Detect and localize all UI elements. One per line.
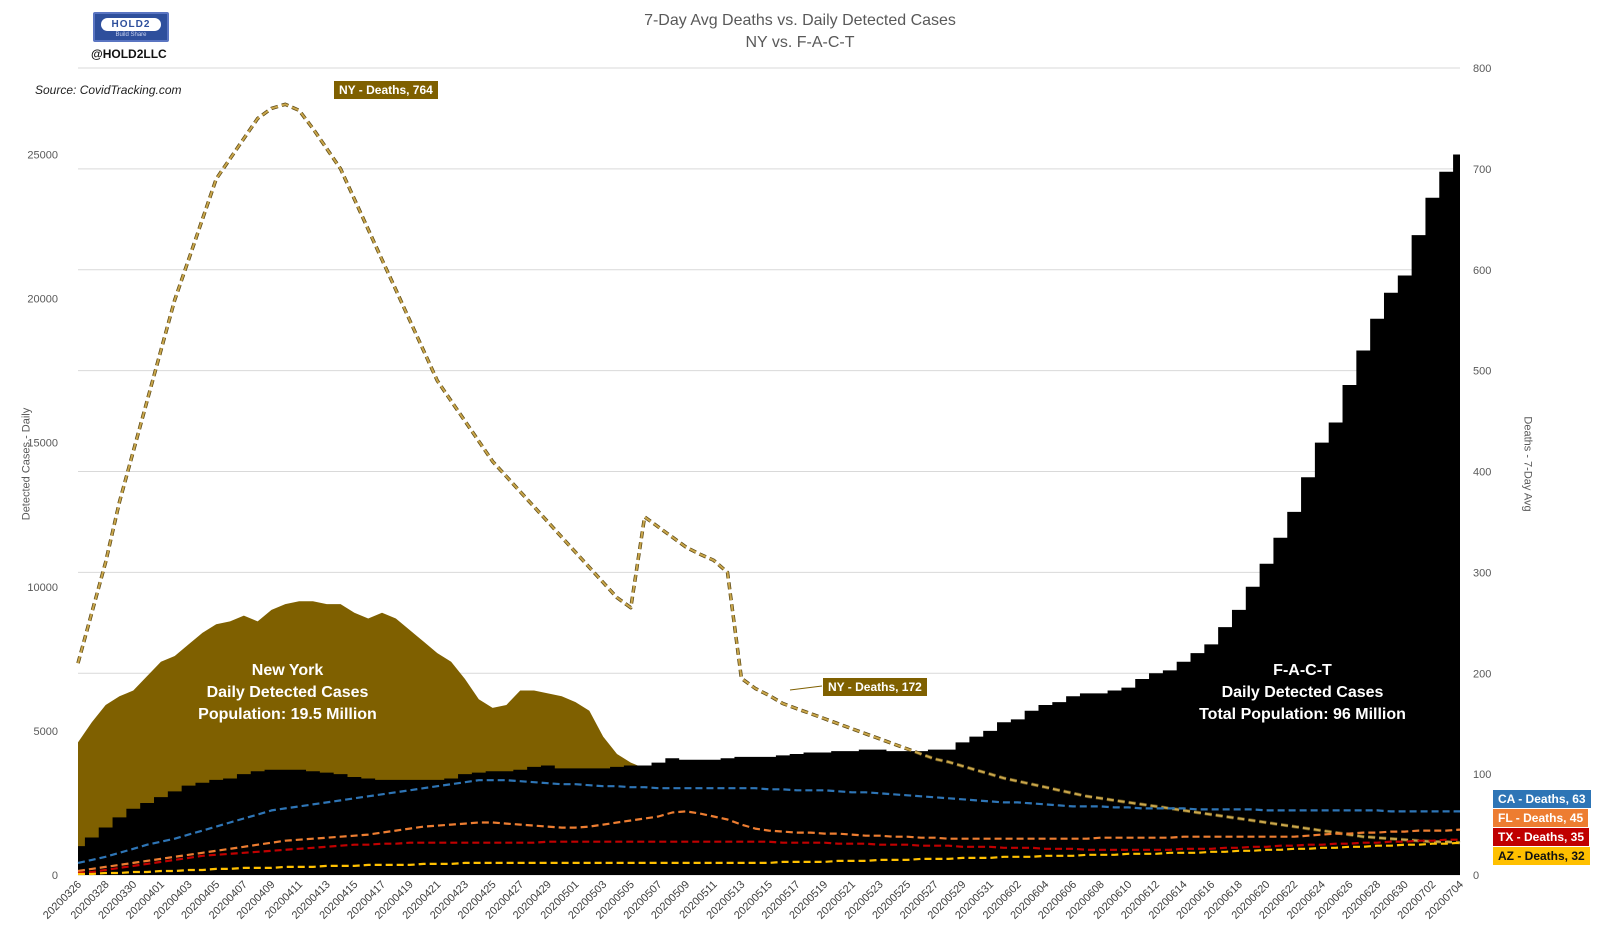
y-right-tick-label: 0 xyxy=(1473,870,1479,882)
y-left-tick-label: 5000 xyxy=(34,726,58,738)
y-right-tick-label: 400 xyxy=(1473,467,1491,479)
ny-area-label-line: New York xyxy=(251,662,324,679)
chart-title: 7-Day Avg Deaths vs. Daily Detected Case… xyxy=(644,12,956,29)
y-right-tick-label: 600 xyxy=(1473,265,1491,277)
y-right-tick-label: 500 xyxy=(1473,366,1491,378)
y-right-tick-label: 100 xyxy=(1473,769,1491,781)
y-left-tick-label: 0 xyxy=(52,870,58,882)
fl-deaths-line xyxy=(77,810,1461,873)
ny-area-label-line: Population: 19.5 Million xyxy=(198,706,377,723)
hold2-logo: HOLD2 Build Share xyxy=(93,12,169,42)
ca-deaths-line xyxy=(77,779,1460,864)
chart-subtitle: NY vs. F-A-C-T xyxy=(745,34,855,51)
ny-deaths-line xyxy=(77,103,1461,844)
ny-peak-deaths-callout: NY - Deaths, 764 xyxy=(334,81,438,99)
twitter-handle: @HOLD2LLC xyxy=(91,47,167,61)
source-note: Source: CovidTracking.com xyxy=(35,83,182,97)
y-right-tick-label: 700 xyxy=(1473,164,1491,176)
ny-area-label: New York Daily Detected Cases Population… xyxy=(185,660,390,726)
ny-area-label-line: Daily Detected Cases xyxy=(206,684,369,701)
ca-deaths-callout: CA - Deaths, 63 xyxy=(1493,790,1591,808)
fact-cases-area xyxy=(78,154,1460,875)
ny-late-deaths-callout: NY - Deaths, 172 xyxy=(823,678,927,696)
logo-tagline: Build Share xyxy=(115,32,147,38)
fact-area-label-line: F-A-C-T xyxy=(1273,662,1332,679)
tx-deaths-callout: TX - Deaths, 35 xyxy=(1493,828,1590,846)
ny-late-callout-leader xyxy=(789,685,823,691)
y-right-tick-label: 300 xyxy=(1473,567,1491,579)
y-axis-right-label: Deaths - 7-Day Avg xyxy=(1521,416,1534,512)
az-deaths-callout: AZ - Deaths, 32 xyxy=(1493,847,1590,865)
logo-wordmark: HOLD2 xyxy=(101,18,161,31)
y-left-tick-label: 25000 xyxy=(27,149,58,161)
y-left-tick-label: 15000 xyxy=(27,438,58,450)
y-right-tick-label: 200 xyxy=(1473,668,1491,680)
y-left-tick-label: 10000 xyxy=(27,582,58,594)
deaths-lines-layer xyxy=(76,102,1461,876)
fact-area-label: F-A-C-T Daily Detected Cases Total Popul… xyxy=(1185,660,1420,726)
fact-cases-area-layer xyxy=(78,154,1460,875)
fact-area-label-line: Daily Detected Cases xyxy=(1221,684,1384,701)
y-left-tick-label: 20000 xyxy=(27,294,58,306)
y-right-tick-label: 800 xyxy=(1473,63,1491,75)
tx-deaths-line xyxy=(77,838,1460,875)
fl-deaths-callout: FL - Deaths, 45 xyxy=(1493,809,1589,827)
y-axis-left-label: Detected Cases - Daily xyxy=(20,407,33,521)
fact-area-label-line: Total Population: 96 Million xyxy=(1199,706,1406,723)
